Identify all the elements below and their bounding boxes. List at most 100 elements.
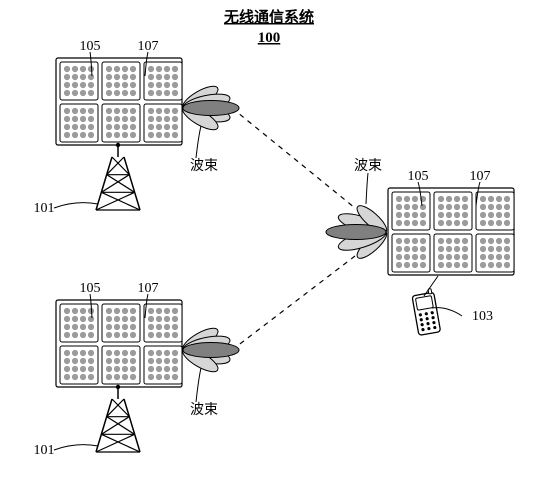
antenna-element [64, 132, 70, 138]
antenna-element [114, 358, 120, 364]
antenna-element [64, 90, 70, 96]
antenna-element [106, 350, 112, 356]
antenna-element [420, 212, 426, 218]
antenna-element [130, 90, 136, 96]
antenna-element [148, 66, 154, 72]
antenna-element [454, 262, 460, 268]
leader-line [54, 445, 98, 450]
antenna-element [122, 108, 128, 114]
antenna-element [446, 204, 452, 210]
label-103: 103 [472, 309, 493, 324]
antenna-element [454, 204, 460, 210]
antenna-element [106, 74, 112, 80]
diagram-stage: 无线通信系统100105107105107105107101101波束波束波束1… [0, 0, 538, 500]
label-107: 107 [470, 169, 491, 184]
antenna-element [156, 374, 162, 380]
antenna-element [164, 90, 170, 96]
antenna-element [114, 366, 120, 372]
antenna-element [122, 324, 128, 330]
antenna-element [80, 82, 86, 88]
antenna-element [172, 66, 178, 72]
antenna-element [88, 108, 94, 114]
antenna-element [148, 332, 154, 338]
antenna-element [420, 220, 426, 226]
antenna-element [72, 132, 78, 138]
leader-line [196, 126, 201, 158]
antenna-element [504, 204, 510, 210]
antenna-element [72, 308, 78, 314]
antenna-element [156, 90, 162, 96]
antenna-element [122, 82, 128, 88]
antenna-element [114, 90, 120, 96]
antenna-element [148, 308, 154, 314]
antenna-element [172, 108, 178, 114]
antenna-element [114, 332, 120, 338]
antenna-element [106, 316, 112, 322]
antenna-element [130, 324, 136, 330]
antenna-element [114, 324, 120, 330]
antenna-element [72, 366, 78, 372]
antenna-element [106, 116, 112, 122]
antenna-element [72, 358, 78, 364]
antenna-element [172, 358, 178, 364]
antenna-element [412, 196, 418, 202]
antenna-element [412, 220, 418, 226]
antenna-element [148, 350, 154, 356]
antenna-element [156, 308, 162, 314]
antenna-element [504, 246, 510, 252]
antenna-element [130, 66, 136, 72]
label-101: 101 [34, 443, 55, 458]
antenna-element [496, 238, 502, 244]
antenna-element [156, 124, 162, 130]
antenna-element [504, 212, 510, 218]
leader-line [54, 203, 98, 208]
antenna-element [480, 262, 486, 268]
antenna-element [80, 308, 86, 314]
antenna-element [420, 246, 426, 252]
antenna-panel [56, 58, 182, 145]
beam-link [232, 108, 355, 208]
antenna-element [122, 116, 128, 122]
antenna-element [106, 66, 112, 72]
antenna-element [72, 74, 78, 80]
antenna-element [64, 82, 70, 88]
antenna-element [488, 262, 494, 268]
antenna-element [438, 254, 444, 260]
antenna-element [446, 196, 452, 202]
antenna-element [106, 324, 112, 330]
antenna-element [114, 132, 120, 138]
antenna-element [80, 66, 86, 72]
antenna-element [122, 66, 128, 72]
antenna-element [164, 116, 170, 122]
antenna-element [64, 350, 70, 356]
leader-line [366, 173, 368, 204]
diagram-svg: 无线通信系统100105107105107105107101101波束波束波束1… [0, 0, 538, 500]
antenna-element [88, 132, 94, 138]
antenna-element [164, 332, 170, 338]
antenna-element [80, 108, 86, 114]
antenna-element [114, 308, 120, 314]
antenna-element [438, 204, 444, 210]
antenna-element [488, 204, 494, 210]
beam-lobe [326, 225, 386, 240]
antenna-element [122, 124, 128, 130]
antenna-element [396, 220, 402, 226]
antenna-element [64, 358, 70, 364]
antenna-element [462, 246, 468, 252]
antenna-element [122, 132, 128, 138]
antenna-element [454, 254, 460, 260]
antenna-element [64, 374, 70, 380]
antenna-element [172, 366, 178, 372]
antenna-element [396, 204, 402, 210]
antenna-element [130, 350, 136, 356]
antenna-element [106, 108, 112, 114]
antenna-element [404, 254, 410, 260]
antenna-element [488, 220, 494, 226]
antenna-element [114, 316, 120, 322]
antenna-element [80, 90, 86, 96]
antenna-element [164, 308, 170, 314]
antenna-element [122, 350, 128, 356]
antenna-element [480, 254, 486, 260]
antenna-element [64, 116, 70, 122]
antenna-element [164, 374, 170, 380]
